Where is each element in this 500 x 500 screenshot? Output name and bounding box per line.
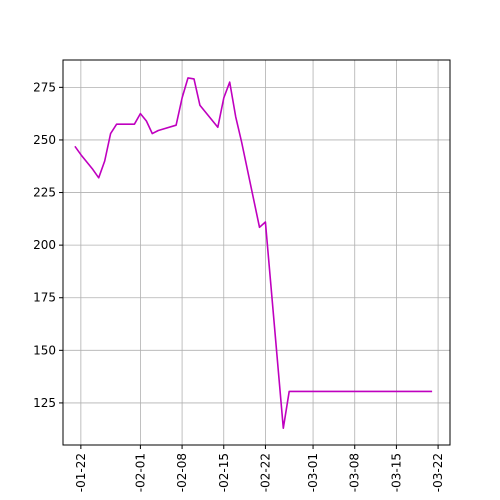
x-tick-label: -02-15	[217, 453, 231, 492]
x-tick-label: -03-15	[389, 453, 403, 492]
x-tick-label: -01-22	[74, 453, 88, 492]
plot-area-frame	[62, 59, 451, 446]
y-tick-label: 125	[33, 396, 56, 410]
x-tick-label: -03-22	[431, 453, 445, 492]
series-layer	[74, 77, 433, 429]
x-tick-label: -02-08	[175, 453, 189, 492]
x-tick-label: -03-08	[348, 453, 362, 492]
x-tick-label: -03-01	[306, 453, 320, 492]
y-tick-label: 250	[33, 133, 56, 147]
y-axis: 125 150 175 200 225 250 275	[33, 80, 63, 410]
x-tick-label: -02-22	[258, 453, 272, 492]
y-tick-label: 175	[33, 291, 56, 305]
y-tick-label: 225	[33, 186, 56, 200]
y-tick-label: 275	[33, 80, 56, 94]
grid	[63, 60, 450, 445]
y-tick-label: 200	[33, 238, 56, 252]
x-tick-label: -02-01	[133, 453, 147, 492]
y-tick-label: 150	[33, 343, 56, 357]
series-line	[74, 77, 433, 429]
x-axis: -01-22 -02-01 -02-08 -02-15 -02-22 -03-01 -03-…	[74, 445, 445, 492]
